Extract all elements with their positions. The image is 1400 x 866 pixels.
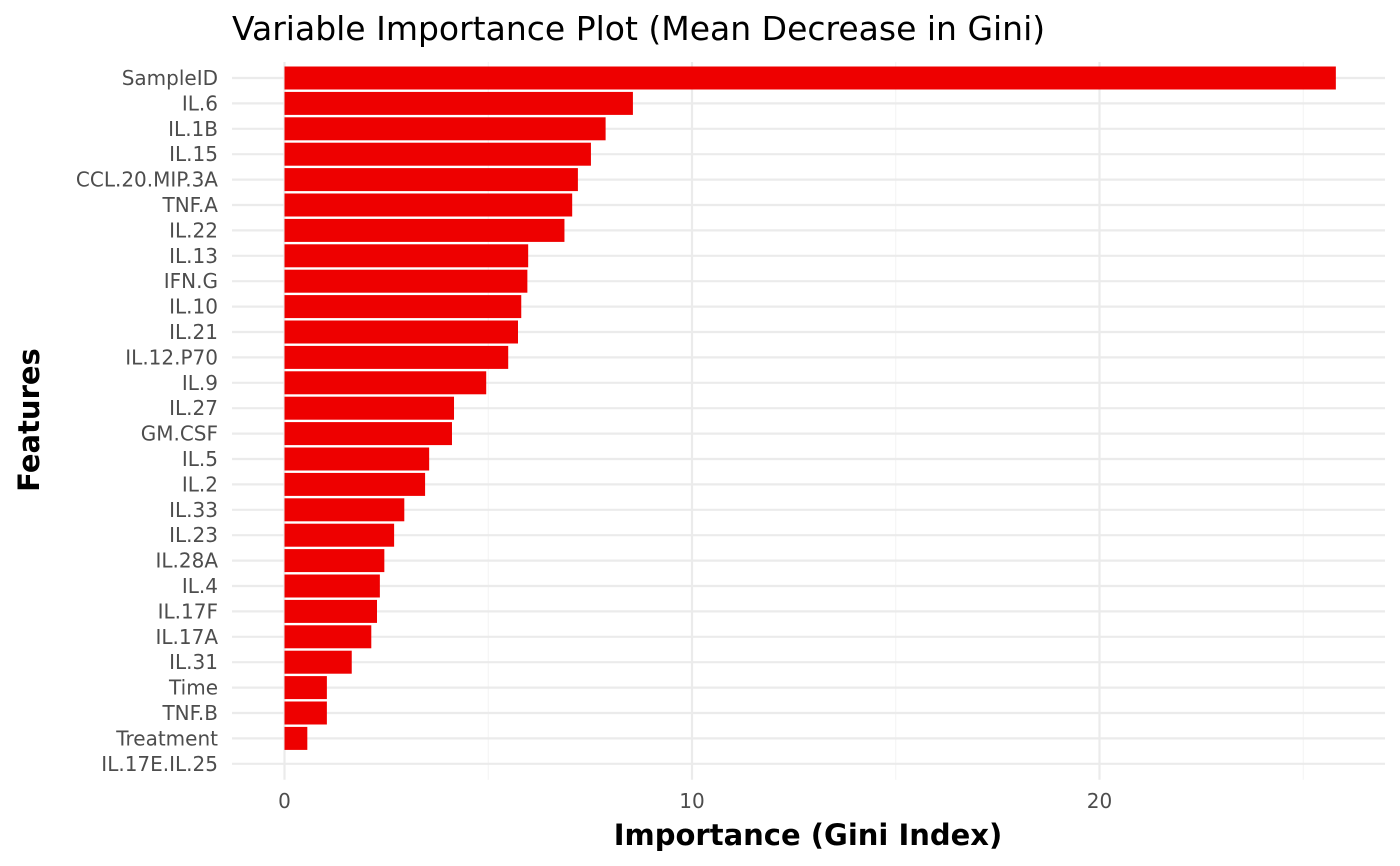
y-axis-title: Features [12,348,46,492]
y-tick-label: IL.22 [169,218,218,242]
bar [284,726,308,750]
bar [284,523,395,547]
bar [284,345,509,369]
y-tick-label: IL.17A [155,625,218,649]
x-axis-title: Importance (Gini Index) [614,818,1003,852]
y-tick-label: CCL.20.MIP.3A [76,168,218,192]
y-tick-label: Treatment [115,726,218,750]
bar [284,701,327,725]
bar [284,472,426,496]
x-tick-label: 20 [1087,789,1112,813]
y-tick-label: IL.1B [168,117,218,141]
y-tick-label: IL.12.P70 [125,345,218,369]
y-tick-label: TNF.B [161,701,218,725]
y-tick-label: IL.9 [182,371,218,395]
y-tick-labels: SampleIDIL.6IL.1BIL.15CCL.20.MIP.3ATNF.A… [76,66,218,776]
bar [284,168,578,192]
y-tick-label: IL.4 [182,574,218,598]
bar [284,447,430,471]
y-tick-label: IL.15 [169,142,218,166]
bar [284,625,372,649]
y-tick-label: TNF.A [161,193,218,217]
bar [284,650,352,674]
y-tick-label: IL.27 [169,396,218,420]
bar [284,244,529,268]
y-tick-label: SampleID [122,66,218,90]
x-tick-labels: 0 10 20 [278,789,1112,813]
y-tick-label: IL.31 [169,650,218,674]
y-tick-label: IL.17F [158,599,218,623]
y-tick-label: IL.23 [169,523,218,547]
bar [284,142,591,166]
y-tick-label: IL.28A [155,549,218,573]
y-tick-label: IL.17E.IL.25 [101,752,218,776]
y-tick-label: IL.6 [182,91,218,115]
y-tick-label: IL.33 [169,498,218,522]
y-tick-label: IL.10 [169,295,218,319]
y-tick-label: IL.13 [169,244,218,268]
bar [284,371,487,395]
bar [284,295,522,319]
bar [284,396,455,420]
bar [284,599,378,623]
bar [284,320,518,344]
y-tick-label: IL.21 [169,320,218,344]
bar [284,549,385,573]
y-tick-label: GM.CSF [141,422,218,446]
bar [284,193,573,217]
chart-title: Variable Importance Plot (Mean Decrease … [232,9,1045,48]
bar [284,269,528,293]
x-tick-label: 0 [278,789,291,813]
x-tick-label: 10 [679,789,704,813]
bar [284,117,606,141]
bar [284,574,380,598]
bar [284,676,327,700]
y-tick-label: Time [168,676,218,700]
y-tick-label: IFN.G [164,269,218,293]
bar [284,218,565,242]
bar [284,498,405,522]
bars [284,66,1336,750]
bar [284,66,1336,90]
y-tick-label: IL.5 [182,447,218,471]
bar [284,422,452,446]
y-tick-label: IL.2 [182,472,218,496]
bar [284,91,633,115]
